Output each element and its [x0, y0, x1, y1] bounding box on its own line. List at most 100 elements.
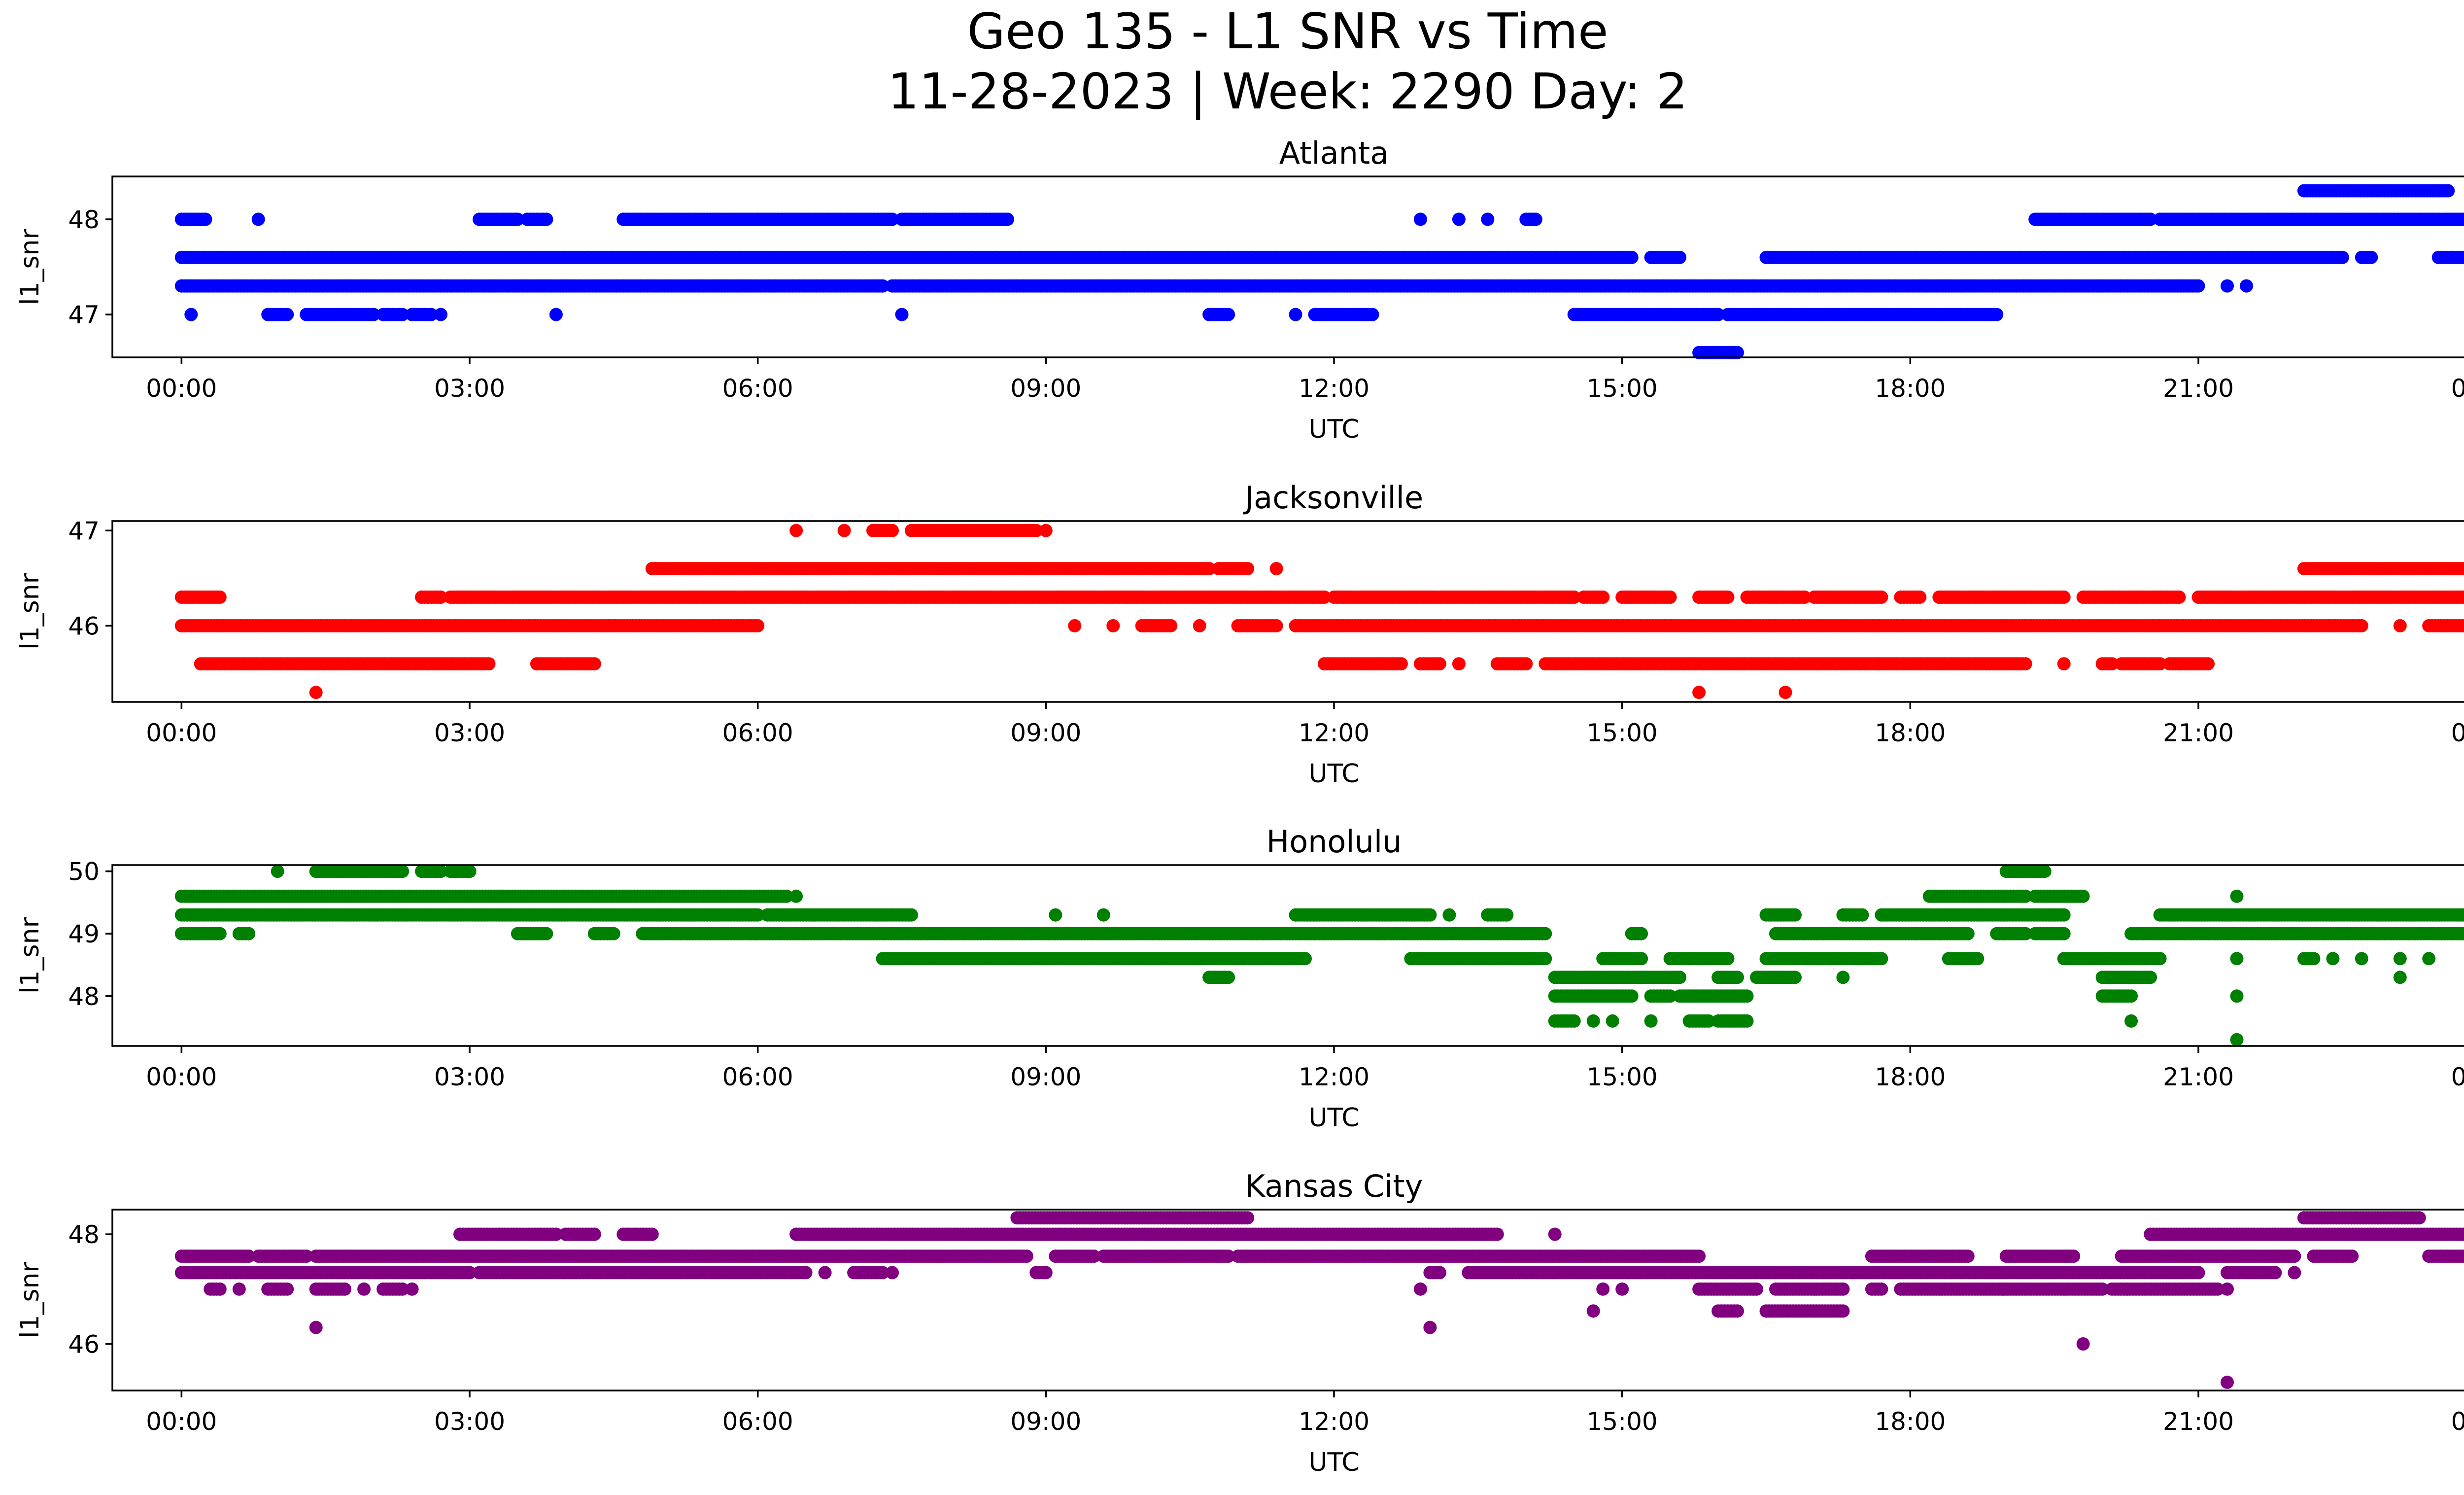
- data-point: [2038, 865, 2052, 878]
- data-point: [2076, 889, 2090, 903]
- data-point: [1000, 212, 1014, 226]
- data-point: [1049, 908, 1062, 922]
- subplot-title: Jacksonville: [1243, 480, 1423, 516]
- data-point: [2172, 591, 2186, 604]
- data-point: [1106, 619, 1120, 632]
- data-point: [199, 212, 212, 226]
- x-tick-label: 06:00: [722, 719, 793, 747]
- figure-title-line2: 11-28-2023 | Week: 2290 Day: 2: [888, 63, 1687, 120]
- data-point: [1913, 591, 1927, 604]
- data-point: [511, 212, 524, 226]
- data-point: [1269, 619, 1283, 632]
- data-point: [184, 308, 198, 321]
- data-point: [2364, 250, 2378, 264]
- x-tick-label: 12:00: [1299, 374, 1369, 403]
- data-point: [1500, 908, 1514, 922]
- data-point: [1788, 908, 1802, 922]
- data-point: [905, 908, 918, 922]
- data-point: [1625, 250, 1639, 264]
- data-point: [1990, 308, 2004, 321]
- data-point: [1366, 308, 1379, 321]
- data-point: [2057, 591, 2071, 604]
- data-point: [607, 927, 620, 940]
- data-point: [2393, 619, 2407, 632]
- data-point: [1269, 562, 1283, 576]
- data-point: [2019, 657, 2032, 671]
- data-point: [1452, 657, 1466, 671]
- data-point: [587, 657, 601, 671]
- x-tick-label: 09:00: [1010, 719, 1081, 747]
- data-point: [1596, 591, 1610, 604]
- data-point: [886, 212, 899, 226]
- data-point: [213, 591, 227, 604]
- data-point: [1193, 619, 1206, 632]
- data-point: [309, 686, 323, 699]
- x-axis-label: UTC: [1308, 415, 1359, 444]
- data-point: [789, 523, 803, 537]
- data-point: [1096, 908, 1110, 922]
- y-tick-label: 48: [68, 206, 100, 234]
- data-point: [1039, 523, 1053, 537]
- x-tick-label: 03:00: [434, 374, 505, 403]
- data-point: [1241, 562, 1255, 576]
- data-point: [1721, 591, 1735, 604]
- data-point: [895, 308, 909, 321]
- data-point: [1164, 619, 1178, 632]
- data-point: [2462, 252, 2464, 263]
- data-point: [2221, 279, 2234, 293]
- data-point: [2057, 657, 2071, 671]
- x-tick-label: 00:00: [146, 719, 217, 747]
- data-point: [1529, 212, 1542, 226]
- data-point: [2459, 212, 2464, 226]
- data-point: [2335, 250, 2349, 264]
- x-tick-label: 21:00: [2163, 374, 2234, 403]
- data-point: [2462, 214, 2464, 224]
- y-tick-label: 46: [68, 612, 100, 640]
- data-point: [2230, 889, 2244, 903]
- x-tick-label: 15:00: [1587, 374, 1658, 403]
- x-tick-label: 00:00: [2451, 719, 2464, 747]
- data-point: [463, 865, 477, 878]
- subplot-title: Atlanta: [1279, 135, 1389, 171]
- x-tick-label: 12:00: [1299, 719, 1369, 747]
- data-point: [271, 865, 284, 878]
- data-point: [540, 927, 553, 940]
- data-point: [2441, 184, 2455, 198]
- x-tick-label: 06:00: [722, 374, 793, 403]
- data-point: [886, 523, 899, 537]
- y-axis-label: l1_snr: [15, 573, 45, 650]
- data-point: [837, 523, 851, 537]
- data-point: [280, 308, 294, 321]
- y-tick-label: 47: [68, 517, 100, 545]
- data-point: [549, 308, 563, 321]
- figure-title-line1: Geo 135 - L1 SNR vs Time: [967, 2, 1608, 60]
- data-point: [1673, 250, 1687, 264]
- data-point: [242, 927, 256, 940]
- data-point: [482, 657, 496, 671]
- data-point: [1855, 908, 1869, 922]
- data-point: [540, 212, 553, 226]
- x-tick-label: 00:00: [2451, 374, 2464, 403]
- data-points: [174, 184, 2464, 359]
- data-point: [789, 889, 803, 903]
- data-point: [1413, 212, 1427, 226]
- data-point: [251, 212, 265, 226]
- data-point: [2355, 619, 2368, 632]
- data-point: [1289, 308, 1302, 321]
- x-tick-label: 18:00: [1875, 374, 1946, 403]
- data-point: [396, 865, 410, 878]
- data-point: [1423, 908, 1437, 922]
- data-point: [1433, 657, 1446, 671]
- x-tick-label: 03:00: [434, 719, 505, 747]
- data-point: [1779, 686, 1792, 699]
- data-point: [1222, 308, 1235, 321]
- y-tick-label: 47: [68, 301, 100, 329]
- data-point: [1068, 619, 1082, 632]
- x-axis-label: UTC: [1308, 759, 1359, 789]
- data-point: [1692, 686, 1706, 699]
- data-point: [1875, 591, 1888, 604]
- y-axis-label: l1_snr: [15, 228, 45, 305]
